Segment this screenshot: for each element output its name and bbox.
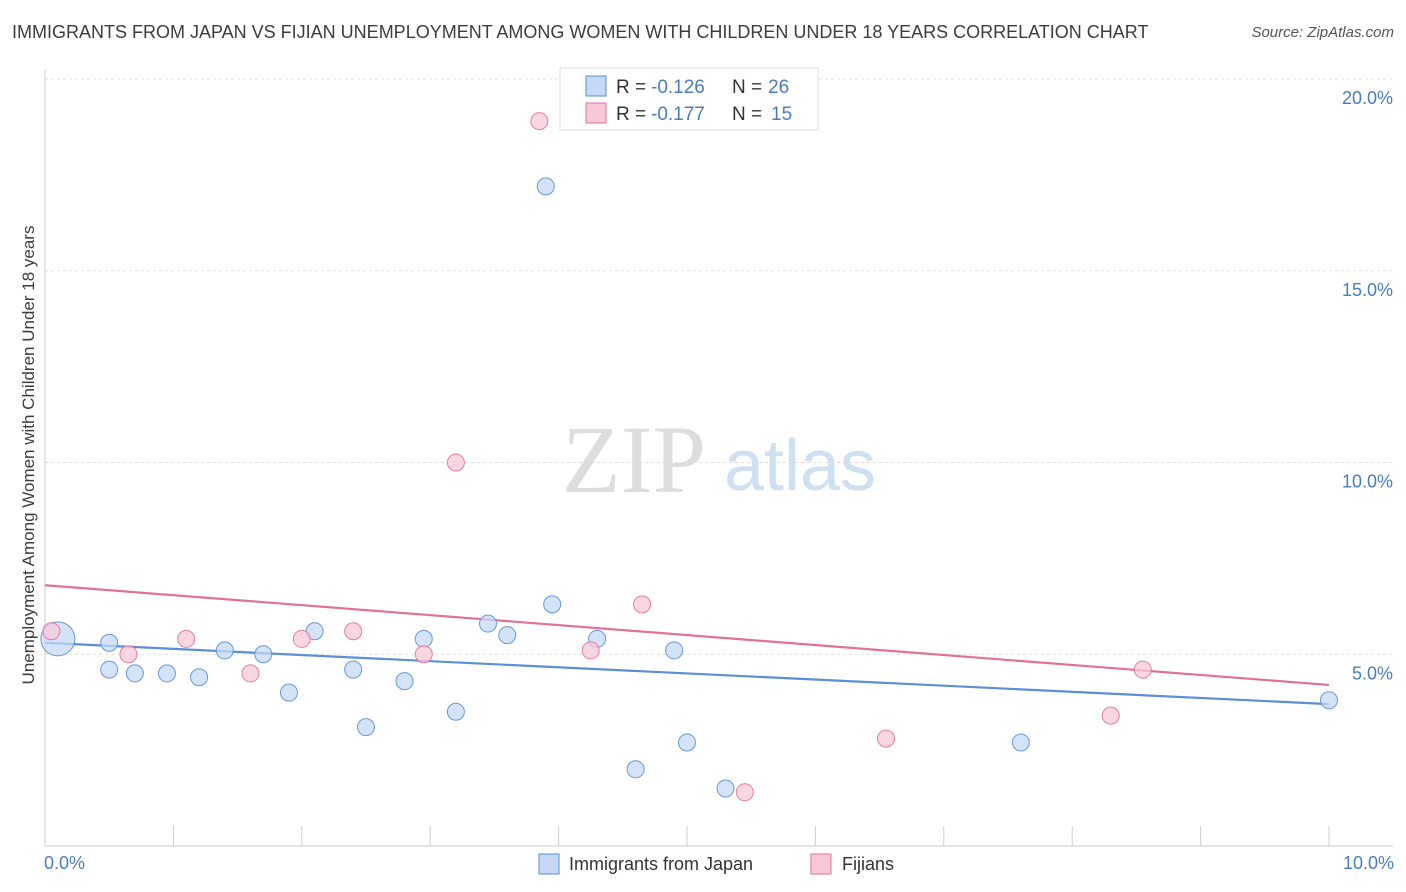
grid-layer xyxy=(45,78,1393,655)
point-fijians xyxy=(177,629,196,648)
stats-swatch-japan xyxy=(585,75,607,97)
point-fijians xyxy=(344,622,363,641)
point-japan xyxy=(498,626,517,645)
point-japan xyxy=(665,641,684,660)
point-fijians xyxy=(530,112,549,131)
point-japan xyxy=(125,664,144,683)
stats-r-label-fijians: R = xyxy=(616,104,651,125)
legend-swatch-japan xyxy=(538,853,560,875)
x-tick-label-left: 0.0% xyxy=(44,853,85,873)
stats-r-label-japan: R = xyxy=(616,77,651,98)
point-fijians xyxy=(581,641,600,660)
x-tick-label-right: 10.0% xyxy=(1343,853,1394,873)
point-japan xyxy=(395,672,414,691)
point-fijians xyxy=(292,629,311,648)
point-fijians xyxy=(1101,706,1120,725)
stats-n-label-fijians: N = xyxy=(732,104,767,125)
point-japan xyxy=(678,733,696,752)
stats-r-value-japan: -0.126 xyxy=(651,77,705,98)
point-japan xyxy=(716,779,735,798)
point-japan xyxy=(100,633,119,652)
point-japan xyxy=(626,760,645,779)
stats-n-value-fijians: 15 xyxy=(771,104,792,125)
point-japan xyxy=(190,668,209,687)
legend-label-japan: Immigrants from Japan xyxy=(569,854,753,874)
point-japan xyxy=(446,702,465,721)
stats-legend: R = -0.126 N = 26 R = -0.177 N = 15 xyxy=(559,67,819,131)
y-tick-label: 15.0% xyxy=(1342,280,1393,300)
point-fijians xyxy=(241,664,260,683)
series-legend: Immigrants from Japan Fijians xyxy=(538,853,894,875)
chart-source: Source: ZipAtlas.com xyxy=(1251,24,1394,41)
point-japan xyxy=(254,645,273,664)
y-tick-label: 10.0% xyxy=(1342,472,1393,492)
point-japan xyxy=(1011,733,1030,752)
point-japan xyxy=(1320,691,1338,710)
point-japan xyxy=(478,614,497,633)
legend-swatch-fijians xyxy=(810,853,832,875)
point-fijians xyxy=(42,622,61,641)
stats-n-value-japan: 26 xyxy=(768,77,789,98)
point-fijians xyxy=(446,453,465,472)
watermark-atlas: atlas xyxy=(724,426,876,506)
point-fijians xyxy=(633,595,652,614)
point-japan xyxy=(414,629,433,648)
point-fijians xyxy=(414,645,433,664)
legend-label-fijians: Fijians xyxy=(842,854,894,874)
y-tick-label: 20.0% xyxy=(1342,88,1393,108)
y-tick-label: 5.0% xyxy=(1352,663,1393,683)
watermark-zip: ZIP xyxy=(562,406,706,513)
point-fijians xyxy=(877,729,896,748)
point-fijians xyxy=(1133,660,1152,679)
point-japan xyxy=(279,683,298,702)
point-fijians xyxy=(735,783,754,802)
point-japan xyxy=(215,641,234,660)
trend-line-fijians xyxy=(44,584,1330,687)
x-ticks xyxy=(44,826,1330,846)
chart-title: IMMIGRANTS FROM JAPAN VS FIJIAN UNEMPLOY… xyxy=(12,22,1149,42)
trend-lines xyxy=(44,584,1330,706)
stats-n-label-japan: N = xyxy=(732,77,767,98)
y-axis-label: Unemployment Among Women with Children U… xyxy=(19,226,38,685)
stats-swatch-fijians xyxy=(585,102,607,124)
data-points xyxy=(40,112,1338,802)
point-japan xyxy=(543,595,562,614)
stats-r-value-fijians: -0.177 xyxy=(651,104,705,125)
point-fijians xyxy=(119,645,138,664)
point-japan xyxy=(157,664,176,683)
point-japan xyxy=(344,660,363,679)
y-tick-labels: 5.0% 10.0% 15.0% 20.0% xyxy=(1342,88,1393,683)
point-japan xyxy=(357,718,375,737)
point-japan xyxy=(100,660,119,679)
point-japan xyxy=(536,177,555,196)
